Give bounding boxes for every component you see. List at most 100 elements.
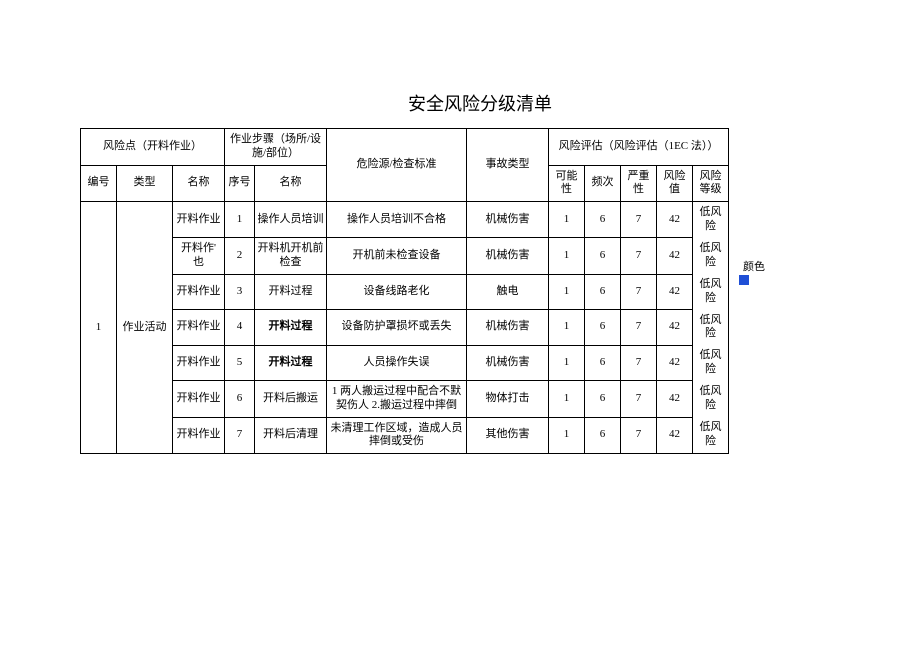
cell-acc: 其他伤害 [467, 417, 549, 454]
cell-f: 6 [585, 381, 621, 418]
hdr-accident: 事故类型 [467, 129, 549, 202]
cell-p: 1 [549, 381, 585, 418]
cell-s: 7 [621, 274, 657, 310]
hdr-type: 类型 [117, 165, 173, 202]
hdr-s: 严重性 [621, 165, 657, 202]
cell-name: 开料作业 [173, 310, 225, 346]
cell-hazard: 开机前未检查设备 [327, 238, 467, 275]
cell-f: 6 [585, 345, 621, 381]
cell-step: 开料过程 [255, 274, 327, 310]
hdr-v: 风险值 [657, 165, 693, 202]
hdr-eval-group: 风险评估（风险评估（1EC 法）） [549, 129, 729, 166]
hdr-step: 名称 [255, 165, 327, 202]
cell-f: 6 [585, 274, 621, 310]
cell-seq: 2 [225, 238, 255, 275]
table-row: 开料作业6开料后搬运1 两人搬运过程中配合不默契伤人 2.搬运过程中摔倒物体打击… [81, 381, 729, 418]
legend-label: 颜色 [743, 258, 765, 274]
cell-acc: 物体打击 [467, 381, 549, 418]
cell-name: 开料作业 [173, 417, 225, 454]
cell-p: 1 [549, 345, 585, 381]
cell-step: 操作人员培训 [255, 202, 327, 238]
table-row: 开料作业4开料过程设备防护罩损坏或丢失机械伤害16742低风险 [81, 310, 729, 346]
cell-v: 42 [657, 238, 693, 275]
cell-f: 6 [585, 310, 621, 346]
cell-s: 7 [621, 381, 657, 418]
cell-level: 低风险 [693, 381, 729, 418]
hdr-seq: 序号 [225, 165, 255, 202]
cell-step: 开料过程 [255, 310, 327, 346]
cell-seq: 4 [225, 310, 255, 346]
legend-swatch [739, 275, 749, 285]
hdr-id: 编号 [81, 165, 117, 202]
cell-group-id: 1 [81, 202, 117, 454]
cell-name: 开料作业 [173, 381, 225, 418]
table-row: 开料作' 也2开料机开机前检查开机前未检查设备机械伤害16742低风险 [81, 238, 729, 275]
cell-f: 6 [585, 417, 621, 454]
cell-level: 低风险 [693, 238, 729, 275]
cell-p: 1 [549, 417, 585, 454]
hdr-hazard: 危险源/检查标准 [327, 129, 467, 202]
cell-acc: 机械伤害 [467, 202, 549, 238]
cell-s: 7 [621, 417, 657, 454]
cell-name: 开料作业 [173, 202, 225, 238]
cell-hazard: 1 两人搬运过程中配合不默契伤人 2.搬运过程中摔倒 [327, 381, 467, 418]
table-row: 开料作业3开料过程设备线路老化触电16742低风险 [81, 274, 729, 310]
cell-name: 开料作' 也 [173, 238, 225, 275]
cell-acc: 机械伤害 [467, 238, 549, 275]
table-body: 1作业活动开料作业1操作人员培训操作人员培训不合格机械伤害16742低风险开料作… [81, 202, 729, 454]
cell-seq: 5 [225, 345, 255, 381]
cell-v: 42 [657, 310, 693, 346]
cell-p: 1 [549, 274, 585, 310]
cell-step: 开料后清理 [255, 417, 327, 454]
cell-f: 6 [585, 238, 621, 275]
hdr-risk-point: 风险点（开料作业） [81, 129, 225, 166]
hdr-f: 频次 [585, 165, 621, 202]
cell-v: 42 [657, 417, 693, 454]
cell-acc: 机械伤害 [467, 345, 549, 381]
table-row: 1作业活动开料作业1操作人员培训操作人员培训不合格机械伤害16742低风险 [81, 202, 729, 238]
risk-table: 风险点（开料作业） 作业步骤（场所/设施/部位） 危险源/检查标准 事故类型 风… [80, 128, 729, 454]
cell-v: 42 [657, 345, 693, 381]
page-title: 安全风险分级清单 [80, 90, 880, 116]
cell-f: 6 [585, 202, 621, 238]
cell-hazard: 人员操作失误 [327, 345, 467, 381]
cell-hazard: 设备线路老化 [327, 274, 467, 310]
cell-hazard: 操作人员培训不合格 [327, 202, 467, 238]
color-legend: 颜色 [729, 128, 789, 286]
cell-level: 低风险 [693, 274, 729, 310]
cell-s: 7 [621, 310, 657, 346]
cell-group-type: 作业活动 [117, 202, 173, 454]
cell-v: 42 [657, 274, 693, 310]
cell-seq: 1 [225, 202, 255, 238]
cell-acc: 触电 [467, 274, 549, 310]
cell-seq: 7 [225, 417, 255, 454]
cell-level: 低风险 [693, 345, 729, 381]
cell-p: 1 [549, 310, 585, 346]
cell-p: 1 [549, 238, 585, 275]
cell-acc: 机械伤害 [467, 310, 549, 346]
cell-v: 42 [657, 202, 693, 238]
table-row: 开料作业5开料过程人员操作失误机械伤害16742低风险 [81, 345, 729, 381]
hdr-name: 名称 [173, 165, 225, 202]
cell-name: 开料作业 [173, 345, 225, 381]
cell-level: 低风险 [693, 202, 729, 238]
cell-v: 42 [657, 381, 693, 418]
cell-level: 低风险 [693, 417, 729, 454]
cell-hazard: 未清理工作区域，造成人员摔倒或受伤 [327, 417, 467, 454]
cell-level: 低风险 [693, 310, 729, 346]
hdr-level: 风险等级 [693, 165, 729, 202]
table-header-row-1: 风险点（开料作业） 作业步骤（场所/设施/部位） 危险源/检查标准 事故类型 风… [81, 129, 729, 166]
table-row: 开料作业7开料后清理未清理工作区域，造成人员摔倒或受伤其他伤害16742低风险 [81, 417, 729, 454]
cell-seq: 6 [225, 381, 255, 418]
cell-p: 1 [549, 202, 585, 238]
cell-hazard: 设备防护罩损坏或丢失 [327, 310, 467, 346]
hdr-p: 可能性 [549, 165, 585, 202]
cell-seq: 3 [225, 274, 255, 310]
hdr-step-group: 作业步骤（场所/设施/部位） [225, 129, 327, 166]
cell-name: 开料作业 [173, 274, 225, 310]
cell-s: 7 [621, 202, 657, 238]
cell-step: 开料后搬运 [255, 381, 327, 418]
cell-step: 开料机开机前检查 [255, 238, 327, 275]
cell-s: 7 [621, 345, 657, 381]
cell-step: 开料过程 [255, 345, 327, 381]
